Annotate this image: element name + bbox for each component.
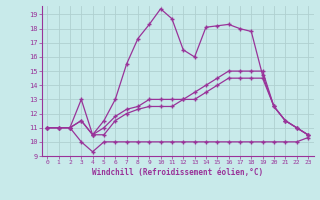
X-axis label: Windchill (Refroidissement éolien,°C): Windchill (Refroidissement éolien,°C) [92,168,263,177]
